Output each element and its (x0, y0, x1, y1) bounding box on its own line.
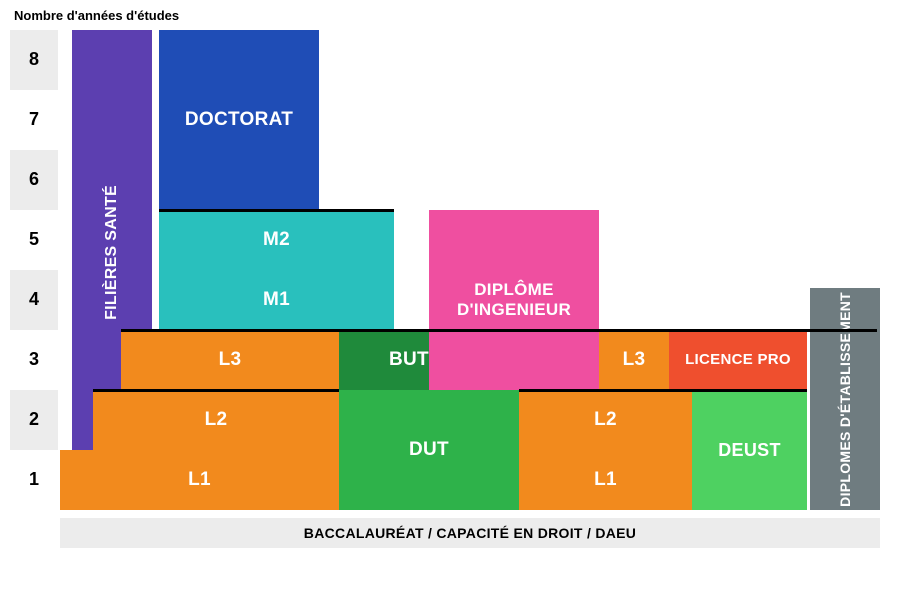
y-tick: 1 (10, 470, 58, 488)
y-tick: 3 (10, 350, 58, 368)
block-label: L2 (594, 409, 617, 431)
block-label: DEUST (718, 440, 781, 461)
block-l3b: L3 (599, 330, 669, 390)
block-dut: DUT (339, 390, 519, 510)
diagram-area: BACCALAURÉAT / CAPACITÉ EN DROIT / DAEU F… (60, 30, 880, 550)
block-l2a: L2 (93, 390, 339, 450)
y-tick: 5 (10, 230, 58, 248)
block-label: BUT (389, 349, 429, 371)
block-l1b: L1 (519, 450, 692, 510)
separator (159, 209, 394, 212)
block-ing: DIPLÔME D'INGENIEUR (429, 210, 599, 390)
block-detab: DIPLOMES D'ÉTABLISSEMENT (810, 288, 880, 510)
separator (93, 389, 339, 392)
block-label: FILIÈRES SANTÉ (103, 185, 121, 320)
block-l1a: L1 (60, 450, 339, 510)
block-m2: M2 (159, 210, 394, 270)
block-m1: M1 (159, 270, 394, 330)
block-doctorat: DOCTORAT (159, 30, 319, 210)
separator (121, 329, 877, 332)
block-label: L1 (188, 469, 211, 491)
block-label: M2 (263, 229, 290, 251)
block-label: L3 (219, 349, 242, 371)
block-label: M1 (263, 289, 290, 311)
y-tick: 6 (10, 170, 58, 188)
y-axis: 8 7 6 5 4 3 2 1 (10, 30, 58, 550)
y-tick: 4 (10, 290, 58, 308)
block-label: L3 (623, 349, 646, 371)
block-deust: DEUST (692, 390, 807, 510)
block-l3a: L3 (121, 330, 339, 390)
block-label: LICENCE PRO (685, 351, 791, 368)
block-label: L2 (205, 409, 228, 431)
block-label: DUT (409, 439, 449, 461)
y-tick: 7 (10, 110, 58, 128)
block-label: L1 (594, 469, 617, 491)
separator (519, 389, 807, 392)
chart-title: Nombre d'années d'études (14, 8, 179, 23)
block-label: DOCTORAT (185, 109, 293, 131)
y-tick: 2 (10, 410, 58, 428)
block-l2b: L2 (519, 390, 692, 450)
block-label: DIPLOMES D'ÉTABLISSEMENT (837, 292, 853, 507)
y-tick: 8 (10, 50, 58, 68)
block-lpro: LICENCE PRO (669, 330, 807, 390)
baseline-label: BACCALAURÉAT / CAPACITÉ EN DROIT / DAEU (60, 518, 880, 548)
block-label: DIPLÔME D'INGENIEUR (429, 280, 599, 319)
